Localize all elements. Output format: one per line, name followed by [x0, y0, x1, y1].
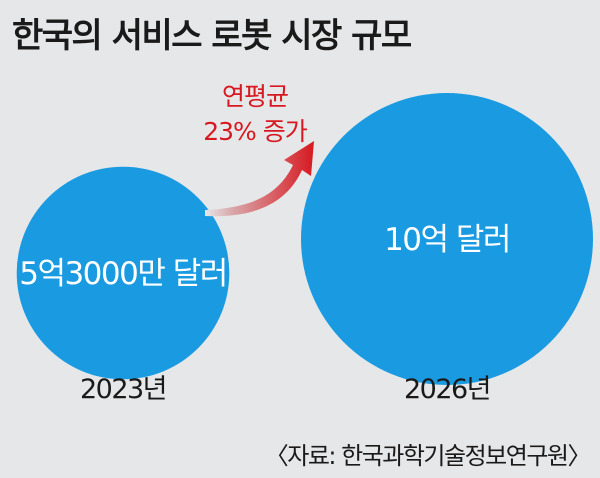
bubble-value-label-0: 5억3000만 달러	[19, 256, 227, 292]
source-note: 〈자료: 한국과학기술정보연구원〉	[264, 442, 592, 470]
bubble-value-label-1: 10억 달러	[384, 222, 510, 258]
growth-annotation-line2: 23% 증가	[203, 117, 308, 146]
bubble-0	[16, 166, 230, 380]
chart-title: 한국의 서비스 로봇 시장 규모	[12, 16, 412, 56]
year-label-0: 2023년	[80, 374, 166, 405]
curved-arrow-icon	[205, 141, 314, 217]
bubble-1	[301, 93, 593, 385]
year-label-1: 2026년	[404, 374, 490, 405]
growth-annotation-line1: 연평균	[222, 82, 288, 111]
